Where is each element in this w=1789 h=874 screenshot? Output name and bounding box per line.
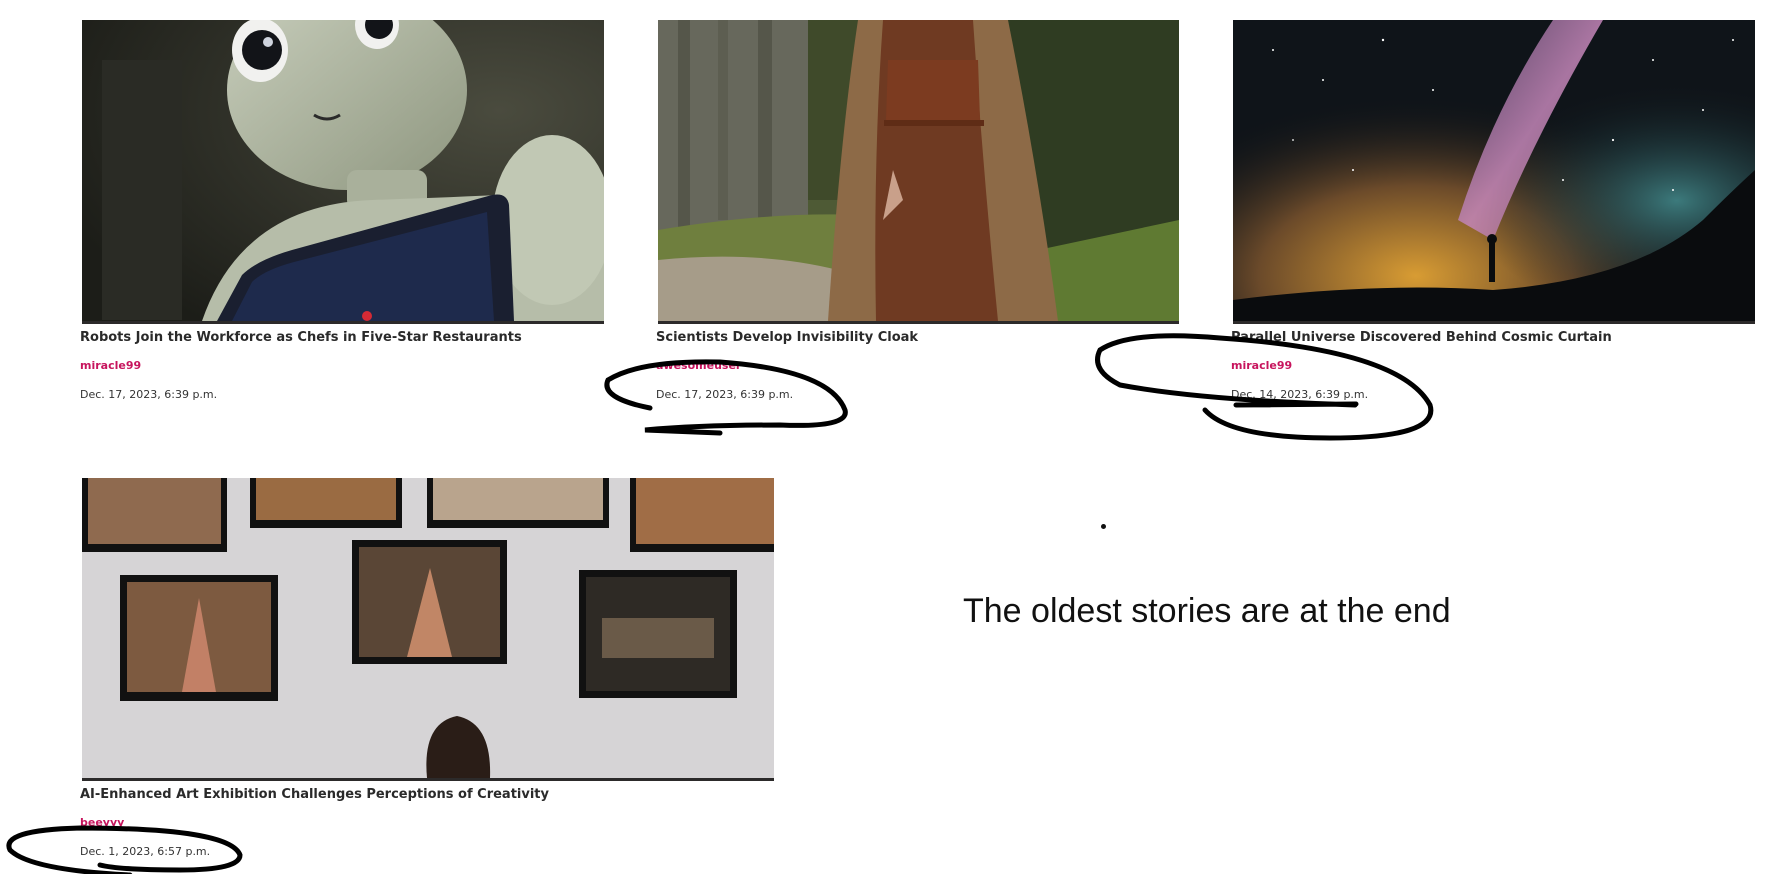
story-card: AI-Enhanced Art Exhibition Challenges Pe… <box>80 478 774 858</box>
story-author-link[interactable]: beeyyy <box>80 816 125 829</box>
story-date: Dec. 17, 2023, 6:39 p.m. <box>656 388 794 401</box>
annotation-note: The oldest stories are at the end <box>963 592 1451 630</box>
story-title[interactable]: Robots Join the Workforce as Chefs in Fi… <box>80 330 522 345</box>
story-author-link[interactable]: miracle99 <box>1231 359 1293 372</box>
story-date: Dec. 17, 2023, 6:39 p.m. <box>80 388 218 401</box>
story-image-art-exhibition[interactable] <box>82 478 774 781</box>
story-card: Parallel Universe Discovered Behind Cosm… <box>1231 20 1755 401</box>
story-card: Robots Join the Workforce as Chefs in Fi… <box>80 20 604 401</box>
story-date: Dec. 14, 2023, 6:39 p.m. <box>1231 388 1369 401</box>
story-author-link[interactable]: awesomeuser <box>656 359 742 372</box>
story-date: Dec. 1, 2023, 6:57 p.m. <box>80 845 211 858</box>
story-title[interactable]: Scientists Develop Invisibility Cloak <box>656 330 919 345</box>
story-author-link[interactable]: miracle99 <box>80 359 142 372</box>
story-image-galaxy[interactable] <box>1233 20 1755 324</box>
story-card: Scientists Develop Invisibility Cloak aw… <box>656 20 1179 401</box>
annotation-dot <box>1101 524 1106 529</box>
story-title[interactable]: AI-Enhanced Art Exhibition Challenges Pe… <box>80 787 549 802</box>
story-image-robot[interactable] <box>82 20 604 324</box>
story-image-cloak[interactable] <box>658 20 1179 324</box>
story-title[interactable]: Parallel Universe Discovered Behind Cosm… <box>1231 330 1612 345</box>
